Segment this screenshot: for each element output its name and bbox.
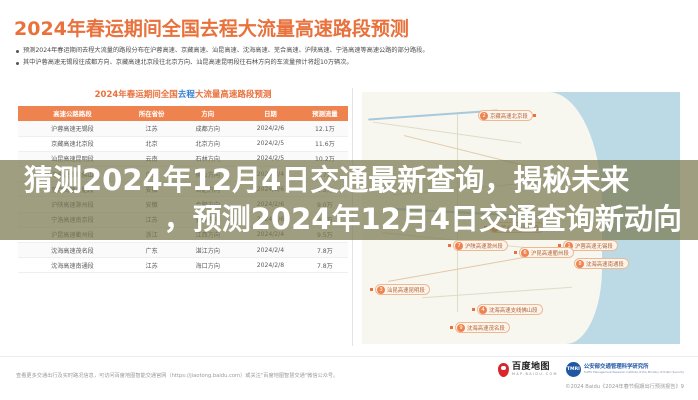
marker-pill: 3 汕昆高速昆明段 bbox=[375, 284, 430, 295]
baidu-logo-cn: 百度地图 bbox=[512, 361, 551, 372]
marker-pill: 2 京藏高速北京段 bbox=[478, 110, 533, 121]
marker-pill: 9 沈海高速茂名段 bbox=[455, 322, 510, 333]
marker-pill: 8 沈海高速南通段 bbox=[574, 258, 629, 269]
table-row: 京藏高速北京段 北京 北京方向 2024/2/5 11.6万 bbox=[18, 136, 348, 152]
bullet-text: 预测2024年春运期间去程大流量的路段分布在沪蓉高速、京藏高速、汕昆高速、沈海高… bbox=[23, 47, 429, 54]
bullet-text: 其中沪蓉高速无锡段往成都方向、京藏高速北京段往北京方向、汕昆高速昆明段往石林方向… bbox=[23, 59, 353, 66]
table-header-row: 高速公路路段 所在省份 方向 日期 预测流量 bbox=[18, 106, 348, 121]
marker-point-icon bbox=[370, 288, 373, 291]
caption-prefix: 2024年春运期间全国 bbox=[94, 90, 178, 100]
marker-pill: 7 沪陕高速滁州段 bbox=[453, 240, 508, 251]
marker-label: 京藏高速北京段 bbox=[490, 113, 528, 120]
column-header-date: 日期 bbox=[239, 106, 302, 121]
summary-bullets: 预测2024年春运期间去程大流量的路段分布在沪蓉高速、京藏高速、汕昆高速、沈海高… bbox=[16, 45, 676, 69]
table-row: 沪蓉高速无锡段 江苏 成都方向 2024/2/6 12.1万 bbox=[18, 121, 348, 137]
table-cell: 沈海高速南通段 bbox=[18, 257, 127, 274]
column-header-volume: 预测流量 bbox=[301, 106, 348, 121]
table-cell: 江苏 bbox=[126, 257, 177, 274]
map-marker[interactable]: 2 京藏高速北京段 bbox=[478, 110, 538, 121]
marker-number: 8 bbox=[576, 259, 584, 268]
marker-point-icon bbox=[532, 114, 536, 117]
column-header-segment: 高速公路路段 bbox=[18, 106, 127, 121]
table-cell: 7.8万 bbox=[301, 257, 348, 274]
marker-label: 沪昆高速衢州段 bbox=[531, 250, 569, 257]
table-cell: 2024/2/5 bbox=[239, 136, 302, 152]
marker-number: 7 bbox=[455, 241, 463, 250]
marker-label: 沪蓉高速无锡段 bbox=[575, 243, 613, 250]
overlay-headline-line-2: ，预测2024年12月4日交通查询新动向 bbox=[163, 202, 682, 236]
bullet-item: 其中沪蓉高速无锡段往成都方向、京藏高速北京段往北京方向、汕昆高速昆明段往石林方向… bbox=[16, 57, 676, 69]
bullet-dot-icon bbox=[16, 61, 19, 65]
marker-label: 沈海高速茂名段 bbox=[467, 325, 505, 332]
table-cell: 北京 bbox=[126, 136, 177, 152]
marker-point-icon bbox=[450, 326, 453, 329]
table-cell: 湛江方向 bbox=[176, 242, 240, 259]
table-caption: 2024年春运期间全国去程大流量高速路段预测 bbox=[18, 88, 348, 106]
copyright-text: ©2024 Baidu《2024年春节假期出行预测报告》9 bbox=[565, 384, 684, 390]
marker-point-icon bbox=[514, 251, 517, 254]
table-cell: 北京方向 bbox=[176, 136, 240, 152]
bullet-dot-icon bbox=[16, 49, 19, 53]
marker-point-icon bbox=[472, 308, 475, 311]
marker-label: 汕昆高速昆明段 bbox=[387, 287, 425, 294]
caption-suffix: 大流量高速路段预测 bbox=[194, 90, 272, 100]
marker-point-icon bbox=[448, 244, 451, 247]
marker-pill: 4 沈海高速支线佛山段 bbox=[477, 304, 543, 315]
table-cell: 2024/2/8 bbox=[239, 257, 302, 274]
caption-highlight: 去程 bbox=[177, 90, 195, 100]
marker-pill: 1 沪蓉高速无锡段 bbox=[563, 240, 618, 251]
map-marker[interactable]: 1 沪蓉高速无锡段 bbox=[558, 240, 618, 251]
marker-pill: 6 沪昆高速衢州段 bbox=[519, 247, 574, 258]
table-cell: 12.1万 bbox=[301, 121, 348, 137]
marker-number: 6 bbox=[521, 248, 529, 257]
baidu-map-logo: 百度地图 MAP.BAIDU.COM bbox=[498, 361, 558, 377]
bullet-item: 预测2024年春运期间去程大流量的路段分布在沪蓉高速、京藏高速、汕昆高速、沈海高… bbox=[16, 45, 676, 57]
table-cell: 广东 bbox=[126, 242, 177, 259]
map-marker[interactable]: 9 沈海高速茂名段 bbox=[450, 322, 510, 333]
table-cell: 7.8万 bbox=[301, 242, 348, 259]
table-cell: 海口方向 bbox=[176, 257, 240, 274]
table-row: 沈海高速茂名段 广东 湛江方向 2024/2/4 7.8万 bbox=[18, 242, 348, 259]
map-marker[interactable]: 8 沈海高速南通段 bbox=[574, 258, 629, 269]
marker-number: 2 bbox=[480, 111, 488, 120]
column-header-direction: 方向 bbox=[176, 106, 240, 121]
marker-label: 沪陕高速滁州段 bbox=[465, 243, 503, 250]
table-row: 沈海高速南通段 江苏 海口方向 2024/2/8 7.8万 bbox=[18, 257, 348, 274]
table-cell: 2024/2/6 bbox=[239, 121, 302, 137]
marker-number: 3 bbox=[377, 285, 385, 294]
table-cell: 成都方向 bbox=[176, 121, 240, 137]
marker-label: 沈海高速南通段 bbox=[586, 261, 624, 268]
footer-divider bbox=[0, 356, 698, 357]
page-title: 2024年春运期间全国去程大流量高速路段预测 bbox=[14, 18, 409, 40]
tmri-logo-cn: 公安部交通管理科学研究所 bbox=[583, 364, 649, 371]
tmri-logo: TMRI 公安部交通管理科学研究所 Traffic Management Res… bbox=[565, 362, 684, 377]
map-pin-icon bbox=[498, 362, 510, 377]
column-header-province: 所在省份 bbox=[126, 106, 177, 121]
overlay-headline-line-1: 猜测2024年12月4日交通最新查询，揭秘未来 bbox=[24, 163, 630, 197]
marker-number: 1 bbox=[565, 241, 573, 250]
map-marker[interactable]: 7 沪陕高速滁州段 bbox=[448, 240, 508, 251]
tmri-logo-en: Traffic Management Research Institute of… bbox=[583, 370, 684, 375]
table-cell: 2024/2/4 bbox=[239, 242, 302, 259]
marker-label: 沈海高速支线佛山段 bbox=[489, 307, 538, 314]
marker-point-icon bbox=[558, 244, 561, 247]
table-cell: 沪蓉高速无锡段 bbox=[18, 121, 127, 137]
tmri-emblem-icon: TMRI bbox=[565, 362, 581, 377]
marker-number: 4 bbox=[479, 305, 487, 314]
footer-note: 查看更多交通出行及实时路况信息，可访问百度地图智能交通官网（https://ji… bbox=[16, 373, 339, 379]
table-cell: 11.6万 bbox=[301, 136, 348, 152]
table-cell: 京藏高速北京段 bbox=[18, 136, 127, 152]
map-marker[interactable]: 3 汕昆高速昆明段 bbox=[370, 284, 430, 295]
table-cell: 江苏 bbox=[126, 121, 177, 137]
footer-logos: 百度地图 MAP.BAIDU.COM TMRI 公安部交通管理科学研究所 Tra… bbox=[498, 362, 684, 377]
marker-number: 9 bbox=[457, 323, 465, 332]
map-marker[interactable]: 4 沈海高速支线佛山段 bbox=[472, 304, 543, 315]
baidu-logo-en: MAP.BAIDU.COM bbox=[512, 371, 558, 376]
map-marker[interactable]: 6 沪昆高速衢州段 bbox=[514, 247, 574, 258]
headline-overlay: 猜测2024年12月4日交通最新查询，揭秘未来 ，预测2024年12月4日交通查… bbox=[0, 160, 698, 240]
table-cell: 沈海高速茂名段 bbox=[18, 242, 127, 259]
